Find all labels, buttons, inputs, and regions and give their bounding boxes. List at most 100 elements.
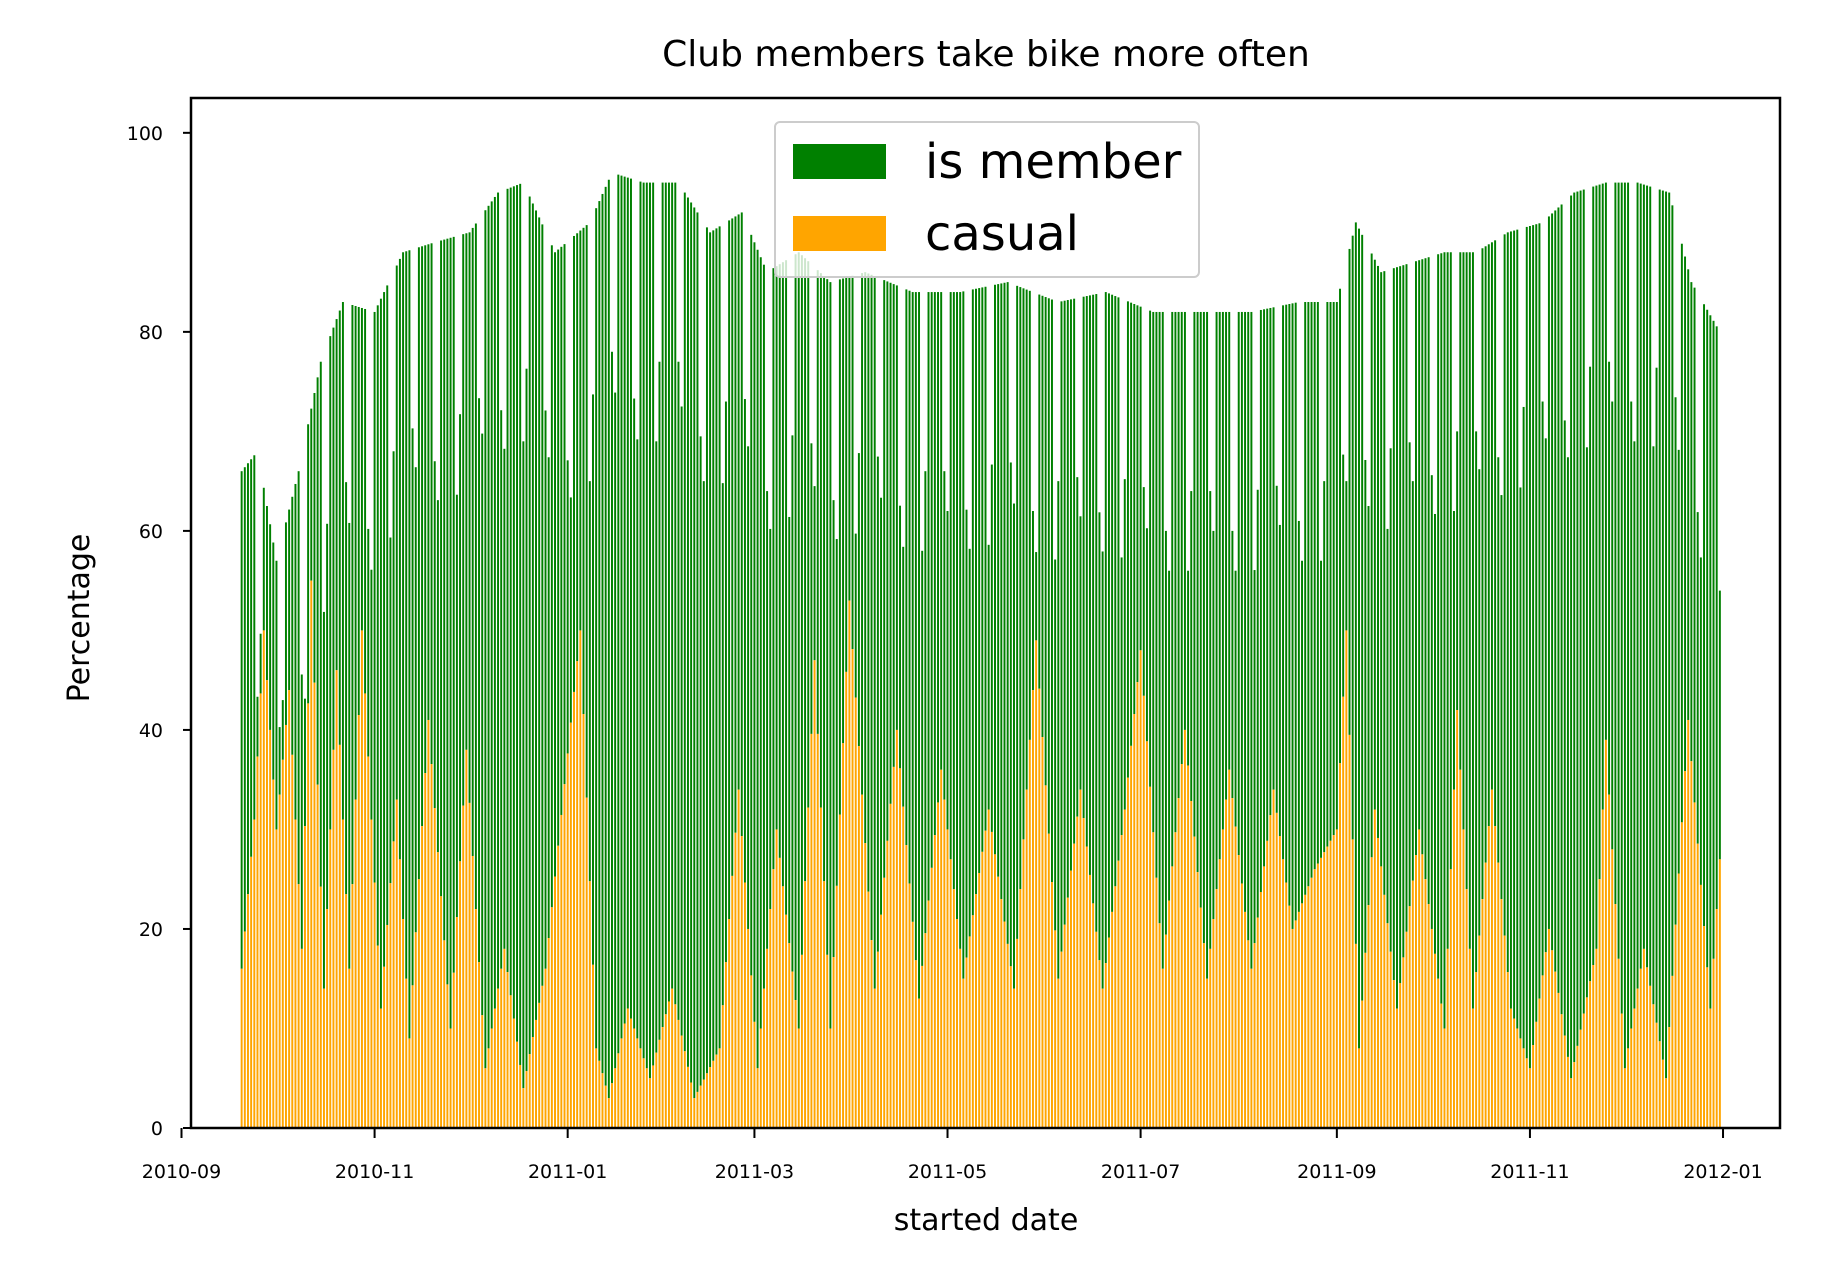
bar-is-member [481, 433, 484, 1016]
bar-casual [1386, 923, 1389, 1128]
bar-is-member [848, 276, 851, 601]
bar-casual [797, 1028, 800, 1128]
bar-casual [452, 972, 455, 1128]
bar-casual [446, 984, 449, 1128]
bar-casual [804, 881, 807, 1128]
bar-casual [462, 805, 465, 1128]
x-tick-label: 2011-09 [1297, 1161, 1376, 1183]
bar-is-member [427, 244, 430, 720]
bar-casual [1677, 873, 1680, 1128]
bar-is-member [1313, 302, 1316, 870]
bar-is-member [693, 207, 696, 1099]
bar-is-member [1035, 552, 1038, 641]
bar-casual [1231, 798, 1234, 1128]
bar-is-member [1234, 570, 1237, 827]
bar-casual [857, 746, 860, 1128]
bar-casual [699, 1085, 702, 1128]
bar-is-member [1712, 320, 1715, 959]
bar-is-member [1259, 309, 1262, 893]
bar-is-member [1152, 311, 1155, 833]
bar-casual [417, 879, 420, 1128]
bar-casual [873, 988, 876, 1128]
bar-casual [876, 951, 879, 1128]
bar-is-member [1566, 457, 1569, 1057]
bar-casual [1301, 903, 1304, 1128]
bar-casual [683, 1051, 686, 1128]
bar-casual [1351, 839, 1354, 1128]
bar-is-member [664, 182, 667, 1015]
bar-casual [1617, 958, 1620, 1128]
bar-is-member [1671, 205, 1674, 976]
bar-is-member [474, 223, 477, 910]
bar-casual [1544, 952, 1547, 1128]
y-tick-label: 100 [127, 123, 163, 145]
bar-is-member [316, 377, 319, 785]
bar-casual [1044, 785, 1047, 1128]
bar-is-member [541, 224, 544, 986]
bar-casual [1528, 1068, 1531, 1128]
bar-casual [1335, 829, 1338, 1128]
bar-casual [411, 985, 414, 1128]
bar-casual [652, 1065, 655, 1128]
bar-is-member [658, 361, 661, 1040]
y-tick-label: 80 [139, 322, 163, 344]
bar-casual [1377, 837, 1379, 1128]
bar-is-member [633, 398, 636, 1029]
bar-is-member [506, 188, 509, 973]
bar-casual [1519, 1038, 1522, 1128]
bar-is-member [550, 245, 553, 908]
bar-is-member [845, 277, 848, 672]
bar-is-member [459, 414, 462, 862]
bar-casual [864, 843, 867, 1128]
x-tick-label: 2010-09 [142, 1161, 221, 1183]
plot-frame [189, 96, 1782, 1130]
bar-casual [253, 819, 256, 1128]
bar-is-member [1427, 257, 1430, 905]
bar-casual [307, 703, 310, 1128]
bar-is-member [269, 524, 272, 730]
bar-is-member [379, 298, 382, 1009]
bar-casual [405, 978, 408, 1128]
bar-is-member [1642, 184, 1645, 949]
bar-is-member [1525, 226, 1528, 1059]
bar-casual [816, 733, 819, 1128]
bar-is-member [1541, 401, 1544, 976]
bar-casual [383, 966, 386, 1128]
bar-casual [1247, 940, 1250, 1128]
bar-casual [1199, 907, 1202, 1128]
bar-casual [440, 896, 443, 1128]
bar-is-member [655, 441, 658, 1053]
bar-casual [832, 957, 835, 1128]
bar-is-member [592, 394, 594, 965]
y-tick-label: 40 [139, 720, 163, 742]
bar-casual [503, 948, 506, 1128]
bar-casual [1196, 872, 1199, 1128]
bar-is-member [778, 264, 781, 858]
bar-is-member [1278, 524, 1281, 837]
bar-is-member [987, 544, 990, 810]
bar-is-member [1617, 182, 1620, 959]
bar-is-member [1272, 307, 1275, 790]
bar-casual [1133, 714, 1136, 1128]
bar-is-member [1506, 232, 1509, 973]
bar-casual [1107, 937, 1110, 1128]
bar-is-member [468, 232, 471, 803]
legend-swatch-casual [793, 216, 886, 251]
bar-is-member [386, 285, 389, 925]
bar-is-member [1041, 295, 1044, 738]
bar-casual [1168, 900, 1171, 1128]
bar-is-member [630, 178, 632, 1019]
bar-is-member [601, 193, 604, 1074]
bar-casual [373, 882, 376, 1128]
bar-is-member [867, 273, 870, 892]
bar-casual [968, 936, 971, 1128]
bar-casual [272, 779, 275, 1128]
bar-casual [1019, 889, 1022, 1128]
bar-casual [1415, 855, 1417, 1128]
bar-is-member [512, 186, 515, 1019]
bar-casual [1478, 935, 1481, 1128]
bar-is-member [1373, 259, 1376, 810]
bar-casual [1471, 1008, 1474, 1128]
bar-is-member [579, 230, 582, 631]
bar-casual [655, 1052, 658, 1128]
